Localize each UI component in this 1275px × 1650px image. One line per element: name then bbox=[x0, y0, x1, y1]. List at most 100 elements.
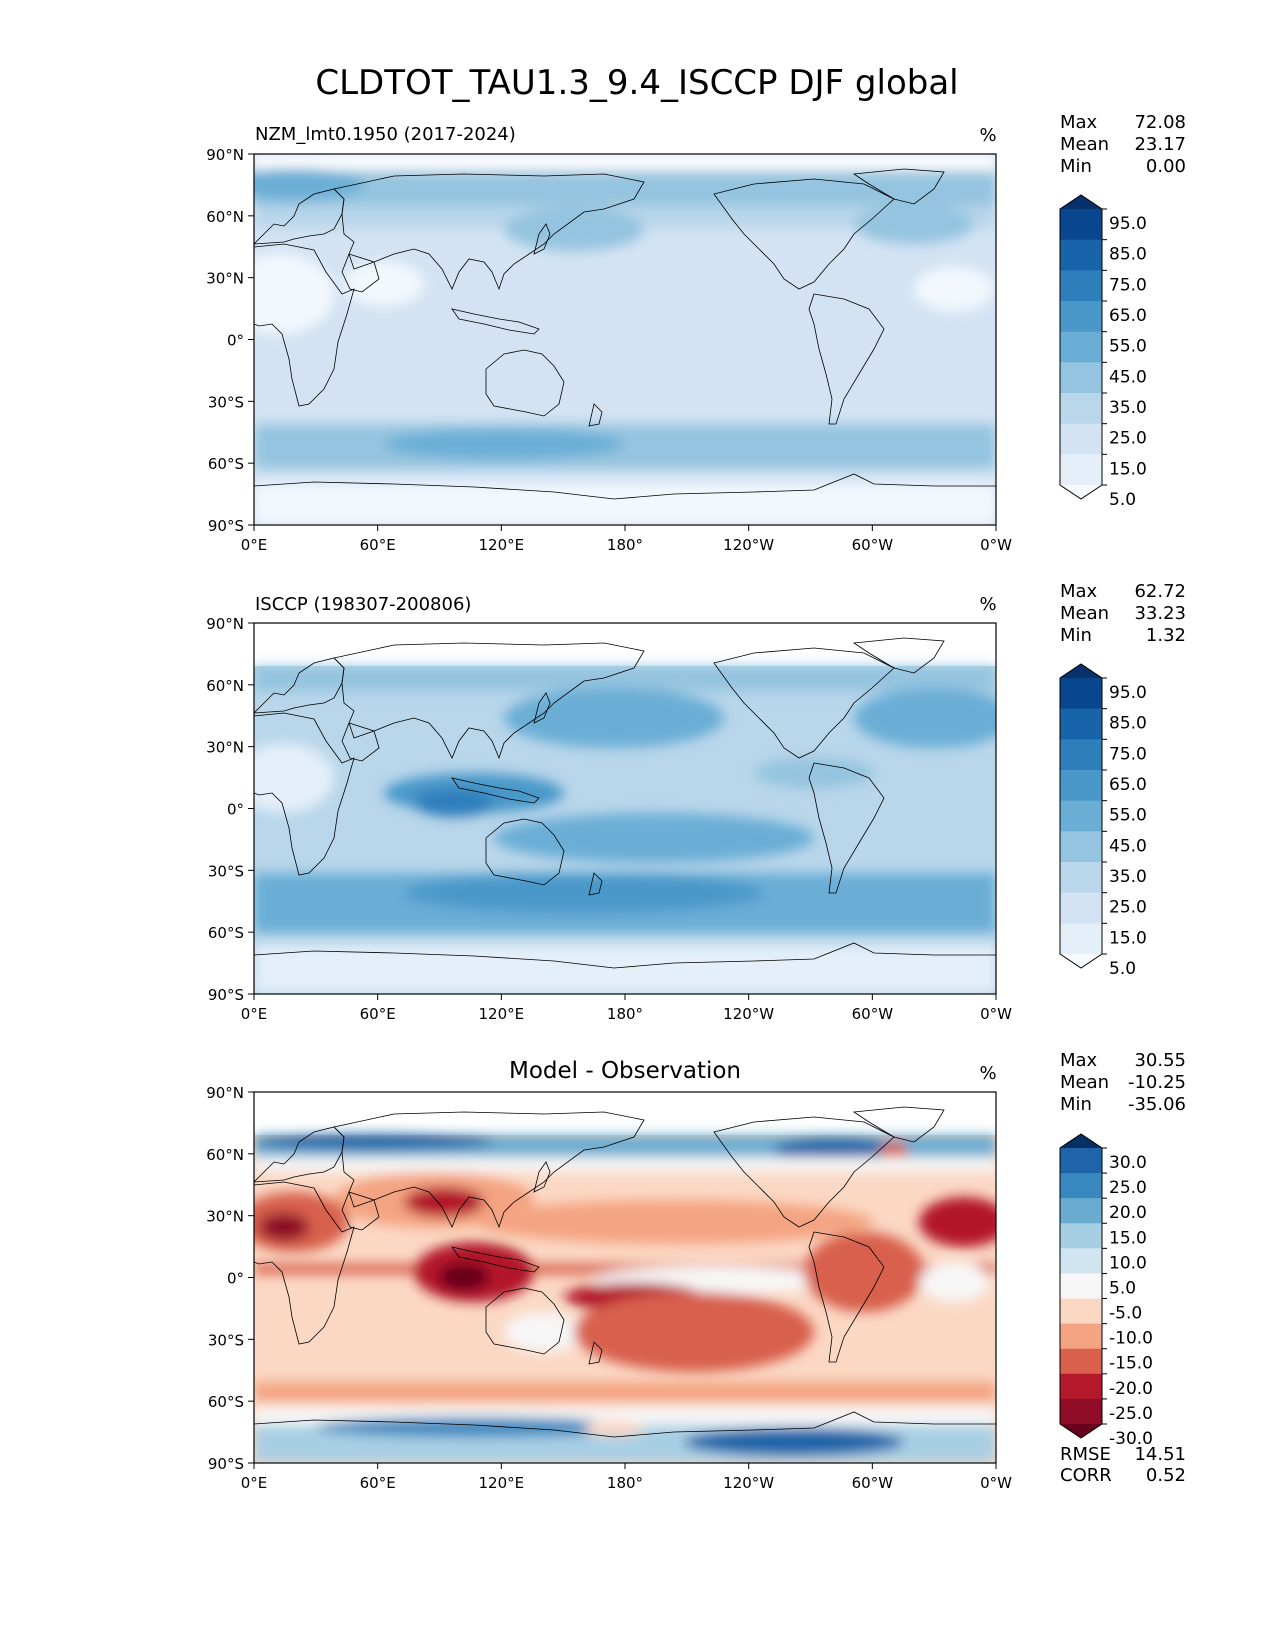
stat-label: Min bbox=[1060, 1094, 1092, 1115]
colorbar-label: 65.0 bbox=[1109, 306, 1147, 326]
missing-polar-band bbox=[254, 154, 996, 170]
lon-label: 0°E bbox=[241, 1474, 268, 1492]
stat-label: Min bbox=[1060, 625, 1092, 646]
colorbar-swatch bbox=[1060, 739, 1102, 771]
colorbar-swatch bbox=[1060, 301, 1102, 333]
lat-label: 90°N bbox=[206, 146, 244, 164]
lon-label: 120°W bbox=[723, 1474, 774, 1492]
colorbar-swatch bbox=[1060, 454, 1102, 486]
stat-value: 1.32 bbox=[1146, 625, 1186, 646]
lon-label: 120°W bbox=[723, 1005, 774, 1023]
missing-polar-band bbox=[254, 1092, 996, 1135]
colorbar-label: 55.0 bbox=[1109, 337, 1147, 357]
missing-polar-band bbox=[254, 623, 996, 666]
units-diff: % bbox=[979, 1063, 996, 1084]
colorbar-swatch bbox=[1060, 800, 1102, 832]
lon-label: 60°E bbox=[360, 536, 396, 554]
colorbar-extend-bottom bbox=[1060, 485, 1102, 499]
lat-label: 90°S bbox=[208, 1455, 244, 1473]
colorbar-label: -30.0 bbox=[1109, 1429, 1153, 1449]
lon-label: 60°E bbox=[360, 1474, 396, 1492]
colorbar-swatch bbox=[1060, 831, 1102, 863]
colorbar-swatch bbox=[1060, 331, 1102, 363]
lon-label: 120°E bbox=[479, 1474, 525, 1492]
stat-value: 62.72 bbox=[1134, 581, 1186, 602]
colorbar-label: 85.0 bbox=[1109, 714, 1147, 734]
colorbar-label: 95.0 bbox=[1109, 214, 1147, 234]
lon-label: 0°W bbox=[980, 536, 1012, 554]
colorbar-label: 30.0 bbox=[1109, 1153, 1147, 1173]
lat-label: 90°S bbox=[208, 517, 244, 535]
colorbar-swatch bbox=[1060, 239, 1102, 271]
colorbar-label: 75.0 bbox=[1109, 275, 1147, 295]
colorbar-label: -25.0 bbox=[1109, 1404, 1153, 1424]
lat-label: 60°N bbox=[206, 208, 244, 226]
panel-title-obs: ISCCP (198307-200806) bbox=[255, 594, 471, 615]
lat-label: 60°S bbox=[208, 455, 244, 473]
lon-label: 120°E bbox=[479, 536, 525, 554]
lon-label: 180° bbox=[607, 1474, 643, 1492]
units-obs: % bbox=[979, 594, 996, 615]
stat-value: -35.06 bbox=[1128, 1094, 1186, 1115]
lat-label: 30°N bbox=[206, 270, 244, 288]
colorbar-label: 95.0 bbox=[1109, 683, 1147, 703]
units-model: % bbox=[979, 125, 996, 146]
stat-value: 0.00 bbox=[1146, 156, 1186, 177]
lon-label: 0°W bbox=[980, 1005, 1012, 1023]
map-field-diff bbox=[254, 1092, 996, 1463]
colorbar-label: 25.0 bbox=[1109, 429, 1147, 449]
rmse-value: 14.51 bbox=[1134, 1444, 1186, 1465]
colorbar-label: 15.0 bbox=[1109, 928, 1147, 948]
lon-label: 120°W bbox=[723, 536, 774, 554]
colorbar-label: 20.0 bbox=[1109, 1203, 1147, 1223]
stat-label: Max bbox=[1060, 1050, 1098, 1071]
panel-model: 90°N 60°N 30°N 0° 30°S 60°S 90°S0°E 60°E 120°E 18… bbox=[206, 112, 1186, 554]
colorbar-swatch bbox=[1060, 770, 1102, 802]
stat-value: 72.08 bbox=[1134, 112, 1186, 133]
colorbar-swatch bbox=[1060, 1348, 1102, 1375]
colorbar-swatch bbox=[1060, 209, 1102, 241]
corr-value: 0.52 bbox=[1146, 1465, 1186, 1486]
colorbar-label: 5.0 bbox=[1109, 959, 1136, 979]
stat-value: 33.23 bbox=[1134, 603, 1186, 624]
colorbar-label: 45.0 bbox=[1109, 367, 1147, 387]
colorbar-label: 15.0 bbox=[1109, 459, 1147, 479]
colorbar-label: 15.0 bbox=[1109, 1228, 1147, 1248]
panel-title-model: NZM_lmt0.1950 (2017-2024) bbox=[255, 124, 516, 145]
colorbar-extend-top bbox=[1060, 1134, 1102, 1148]
colorbar-swatch bbox=[1060, 362, 1102, 394]
colorbar-swatch bbox=[1060, 1323, 1102, 1350]
map-field-model bbox=[254, 154, 996, 525]
colorbar-label: 85.0 bbox=[1109, 245, 1147, 265]
colorbar-label: 35.0 bbox=[1109, 398, 1147, 418]
colorbar-swatch bbox=[1060, 1298, 1102, 1325]
colorbar-swatch bbox=[1060, 1248, 1102, 1274]
stat-label: Mean bbox=[1060, 603, 1109, 624]
lon-label: 0°E bbox=[241, 536, 268, 554]
panel-title-diff: Model - Observation bbox=[509, 1058, 741, 1084]
stat-label: Mean bbox=[1060, 1072, 1109, 1093]
colorbar-label: 10.0 bbox=[1109, 1253, 1147, 1273]
lon-label: 0°E bbox=[241, 1005, 268, 1023]
lat-label: 60°S bbox=[208, 924, 244, 942]
lat-label: 60°S bbox=[208, 1393, 244, 1411]
colorbar-swatch bbox=[1060, 1223, 1102, 1249]
colorbar-label: 25.0 bbox=[1109, 898, 1147, 918]
lon-label: 60°E bbox=[360, 1005, 396, 1023]
lat-label: 30°N bbox=[206, 1208, 244, 1226]
colorbar-swatch bbox=[1060, 1398, 1102, 1425]
rmse-label: RMSE bbox=[1060, 1444, 1111, 1465]
stat-value: 23.17 bbox=[1134, 134, 1186, 155]
colorbar-extend-bottom bbox=[1060, 954, 1102, 968]
lat-label: 90°N bbox=[206, 1084, 244, 1102]
stat-label: Mean bbox=[1060, 134, 1109, 155]
colorbar-label: 5.0 bbox=[1109, 1278, 1136, 1298]
colorbar-swatch bbox=[1060, 1198, 1102, 1224]
stat-value: -10.25 bbox=[1128, 1072, 1186, 1093]
colorbar-swatch bbox=[1060, 708, 1102, 740]
colorbar-extend-top bbox=[1060, 664, 1102, 678]
lat-label: 0° bbox=[227, 332, 244, 350]
lat-label: 30°N bbox=[206, 739, 244, 757]
colorbar-label: 35.0 bbox=[1109, 867, 1147, 887]
